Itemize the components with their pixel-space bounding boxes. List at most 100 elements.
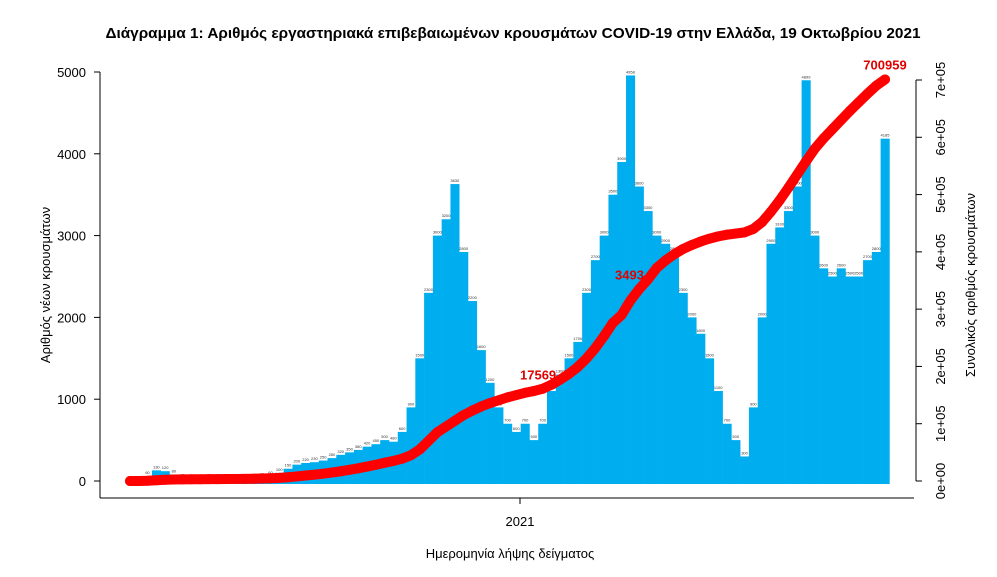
cumulative-point bbox=[599, 331, 610, 342]
cumulative-point bbox=[265, 473, 276, 484]
bar-value-label: 500 bbox=[381, 434, 388, 439]
y2-tick-label: 1e+05 bbox=[933, 405, 948, 442]
bar bbox=[582, 292, 592, 484]
cumulative-point bbox=[160, 474, 171, 485]
cumulative-point bbox=[414, 444, 425, 455]
cumulative-point bbox=[458, 410, 469, 421]
bar bbox=[792, 186, 802, 484]
cumulative-point bbox=[730, 228, 741, 239]
cumulative-point bbox=[168, 474, 179, 485]
bar-value-label: 600 bbox=[399, 426, 406, 431]
bar-value-label: 1100 bbox=[714, 385, 723, 390]
bar bbox=[740, 456, 750, 484]
bar-value-label: 480 bbox=[390, 436, 397, 441]
bar bbox=[766, 243, 776, 484]
bar-value-label: 450 bbox=[372, 438, 379, 443]
cumulative-point bbox=[335, 466, 346, 477]
cumulative-point bbox=[247, 473, 258, 484]
cumulative-point bbox=[300, 470, 311, 481]
bar bbox=[547, 391, 557, 484]
cumulative-annotation: 700959 bbox=[863, 57, 906, 72]
bar bbox=[538, 423, 548, 484]
cumulative-point bbox=[388, 455, 399, 466]
bar bbox=[573, 341, 583, 484]
x-axis-label: Ημερομηνία λήψης δείγματος bbox=[426, 546, 595, 561]
cumulative-point bbox=[353, 463, 364, 474]
bar bbox=[459, 251, 469, 484]
bar bbox=[705, 358, 715, 484]
bar bbox=[678, 292, 688, 484]
chart-title: Διάγραμμα 1: Αριθμός εργαστηριακά επιβεβ… bbox=[106, 25, 921, 42]
bar bbox=[555, 374, 565, 484]
cumulative-point bbox=[537, 383, 548, 394]
cumulative-point bbox=[502, 392, 513, 403]
cumulative-point bbox=[800, 156, 811, 167]
bar-value-label: 250 bbox=[320, 455, 327, 460]
cumulative-point bbox=[362, 461, 373, 472]
bar-value-label: 3500 bbox=[608, 189, 618, 194]
cumulative-curve-layer bbox=[125, 74, 890, 486]
bar bbox=[626, 75, 636, 484]
cumulative-point bbox=[283, 472, 294, 483]
bar-value-label: 500 bbox=[732, 434, 739, 439]
cumulative-point bbox=[441, 421, 452, 432]
bar-value-label: 220 bbox=[302, 457, 309, 462]
cumulative-point bbox=[625, 295, 636, 306]
cumulative-point bbox=[651, 262, 662, 273]
bar bbox=[775, 227, 785, 485]
cumulative-point bbox=[204, 474, 215, 485]
cumulative-point bbox=[563, 368, 574, 379]
cumulative-point bbox=[634, 284, 645, 295]
y-tick-label: 1000 bbox=[57, 392, 86, 407]
bar bbox=[599, 235, 609, 484]
cumulative-annotation: 17569 bbox=[520, 368, 556, 383]
bar-value-label: 2900 bbox=[766, 238, 776, 243]
cumulative-point bbox=[836, 115, 847, 126]
y-axis-label: Αριθμός νέων κρουσμάτων bbox=[38, 207, 53, 363]
cumulative-point bbox=[546, 379, 557, 390]
bar bbox=[503, 423, 513, 484]
bar bbox=[819, 268, 829, 484]
cumulative-point bbox=[133, 475, 144, 486]
bar-value-label: 3000 bbox=[810, 230, 820, 235]
y2-tick-label: 0e+00 bbox=[933, 463, 948, 500]
bar-value-label: 1200 bbox=[485, 377, 495, 382]
bar-value-label: 320 bbox=[337, 449, 344, 454]
bar-value-label: 700 bbox=[724, 418, 731, 423]
cumulative-point bbox=[432, 427, 443, 438]
bar bbox=[652, 235, 662, 484]
cumulative-point bbox=[818, 133, 829, 144]
y2-tick-label: 3e+05 bbox=[933, 291, 948, 328]
bar bbox=[871, 251, 881, 484]
cumulative-point bbox=[862, 88, 873, 99]
cumulative-point bbox=[774, 195, 785, 206]
bar bbox=[529, 440, 539, 484]
cumulative-point bbox=[660, 255, 671, 266]
bar bbox=[643, 211, 653, 484]
cumulative-point bbox=[221, 474, 232, 485]
bar-value-label: 2500 bbox=[854, 271, 864, 276]
bar bbox=[854, 276, 864, 484]
bar-value-label: 200 bbox=[293, 459, 300, 464]
cumulative-point bbox=[449, 415, 460, 426]
bar bbox=[520, 423, 530, 484]
bar bbox=[441, 219, 451, 485]
bar-value-label: 500 bbox=[530, 434, 537, 439]
cumulative-point bbox=[379, 457, 390, 468]
cumulative-point bbox=[721, 229, 732, 240]
bar-value-label: 1500 bbox=[565, 352, 575, 357]
y2-axis-ticks: 0e+00 1e+05 2e+05 3e+05 4e+05 5e+05 6e+05 7e+05 bbox=[916, 62, 948, 500]
bar bbox=[424, 292, 434, 484]
y-tick-label: 5000 bbox=[57, 65, 86, 80]
cumulative-point bbox=[511, 390, 522, 401]
bar bbox=[757, 317, 767, 484]
bar bbox=[845, 276, 855, 484]
bar bbox=[634, 186, 644, 484]
cumulative-point bbox=[212, 474, 223, 485]
cumulative-point bbox=[871, 80, 882, 91]
bar-value-label: 2500 bbox=[845, 271, 855, 276]
bar-value-label: 900 bbox=[750, 401, 757, 406]
bar-value-label: 60 bbox=[145, 470, 150, 475]
cumulative-point bbox=[274, 472, 285, 483]
